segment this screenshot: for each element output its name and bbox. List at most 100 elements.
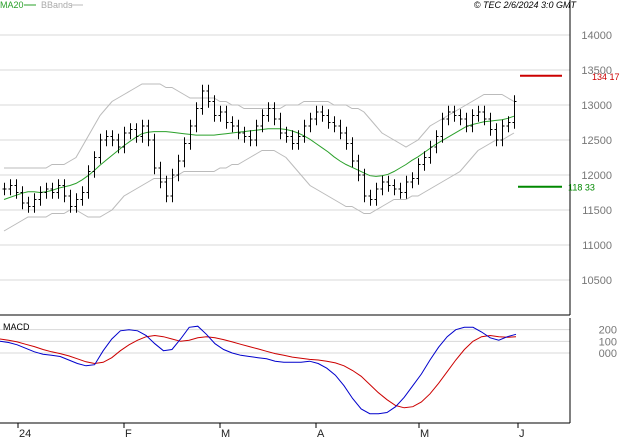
ohlc-bar: [206, 84, 211, 108]
signal-series: [0, 334, 517, 409]
ohlc-bar: [122, 126, 127, 154]
ohlc-bar: [170, 168, 175, 203]
ma20-line: [3, 115, 515, 200]
ohlc-bar: [8, 179, 13, 196]
ohlc-bar: [302, 119, 307, 143]
macd-y-tick-label: 200: [599, 325, 617, 337]
ohlc-bar: [218, 105, 223, 122]
price-grid: [0, 34, 570, 281]
macd-y-tick-label: 100: [599, 336, 617, 348]
macd-title: MACD: [3, 322, 30, 332]
ohlc-bar: [236, 119, 241, 140]
ohlc-bar: [320, 105, 325, 122]
ohlc-bar: [470, 109, 475, 133]
ohlc-bar: [2, 182, 7, 196]
ohlc-bar: [476, 105, 481, 122]
ohlc-bar: [92, 151, 97, 178]
ohlc-bar: [194, 102, 199, 133]
ohlc-bar: [254, 119, 259, 147]
y-tick-label: 12000: [581, 170, 612, 182]
ohlc-bar: [386, 175, 391, 192]
ohlc-bar: [380, 175, 385, 196]
ohlc-bar: [422, 151, 427, 171]
bbands-upper-line: [4, 83, 515, 169]
ohlc-bar: [512, 95, 517, 129]
ohlc-bar: [230, 116, 235, 133]
ohlc-bar: [74, 193, 79, 213]
ohlc-bar: [440, 112, 445, 143]
ohlc-bar: [44, 182, 49, 199]
ohlc-bar: [308, 112, 313, 133]
bbands-upper: [4, 83, 515, 169]
ohlc-bar: [158, 161, 163, 189]
y-tick-label: 10500: [581, 275, 612, 287]
ohlc-bar: [146, 119, 151, 147]
x-tick-label: F: [125, 428, 132, 440]
x-tick-label: M: [221, 428, 230, 440]
ohlc-bar: [212, 95, 217, 122]
ohlc-bar: [488, 112, 493, 136]
chart-header: MA20 BBands © TEC 2/6/2024 3:0 GMT: [0, 0, 577, 10]
ohlc-bar: [86, 165, 91, 199]
ohlc-bar: [452, 105, 457, 122]
ohlc-bar: [356, 154, 361, 182]
price-panel: 10500 11000 11500 12000 12500 13000 13500 14000…: [0, 0, 620, 316]
ohlc-bar: [446, 105, 451, 126]
ohlc-bar: [506, 116, 511, 133]
bbands-lower: [3, 132, 515, 232]
macd-line: [0, 325, 517, 415]
ohlc-bar: [500, 119, 505, 147]
ohlc-bar: [428, 140, 433, 164]
ohlc-bar: [278, 112, 283, 140]
ohlc-bars: [2, 84, 517, 213]
ohlc-bar: [242, 126, 247, 143]
ohlc-bar: [68, 189, 73, 213]
ohlc-bar: [38, 186, 43, 206]
ohlc-bar: [290, 130, 295, 150]
ohlc-bar: [128, 123, 133, 140]
ohlc-bar: [398, 182, 403, 199]
support-label: 118 33: [568, 183, 595, 193]
ohlc-bar: [350, 137, 355, 168]
ohlc-bar: [188, 119, 193, 150]
macd-series: [0, 325, 517, 415]
y-tick-label: 13000: [581, 100, 612, 112]
ohlc-bar: [326, 109, 331, 129]
y-tick-label: 14000: [581, 30, 612, 42]
ohlc-bar: [314, 105, 319, 126]
y-tick-label: 11500: [582, 205, 612, 217]
ohlc-bar: [332, 116, 337, 133]
ohlc-bar: [464, 112, 469, 133]
ohlc-bar: [224, 105, 229, 129]
ohlc-bar: [260, 109, 265, 133]
ohlc-bar: [152, 133, 157, 175]
ohlc-bar: [26, 196, 31, 213]
ohlc-bar: [110, 130, 115, 147]
x-tick-label: 24: [19, 428, 31, 440]
ohlc-bar: [374, 182, 379, 206]
ohlc-bar: [140, 119, 145, 143]
ohlc-bar: [80, 186, 85, 206]
ohlc-bar: [392, 179, 397, 196]
x-axis: 24 F M A M J: [17, 423, 525, 440]
y-tick-label: 12500: [581, 135, 612, 147]
ohlc-bar: [410, 172, 415, 189]
ohlc-bar: [458, 109, 463, 126]
ohlc-bar: [20, 186, 25, 210]
ohlc-bar: [338, 119, 343, 140]
ma20: [3, 115, 515, 200]
ohlc-bar: [494, 123, 499, 147]
ohlc-bar: [200, 84, 205, 115]
ohlc-bar: [416, 158, 421, 185]
ohlc-bar: [176, 154, 181, 182]
ohlc-bar: [62, 179, 67, 203]
y-tick-label: 13500: [581, 65, 612, 77]
ohlc-bar: [134, 123, 139, 143]
legend-ma20: MA20: [0, 0, 24, 10]
ohlc-bar: [296, 130, 301, 150]
ohlc-bar: [248, 130, 253, 147]
ohlc-bar: [266, 102, 271, 122]
ohlc-bar: [98, 133, 103, 164]
